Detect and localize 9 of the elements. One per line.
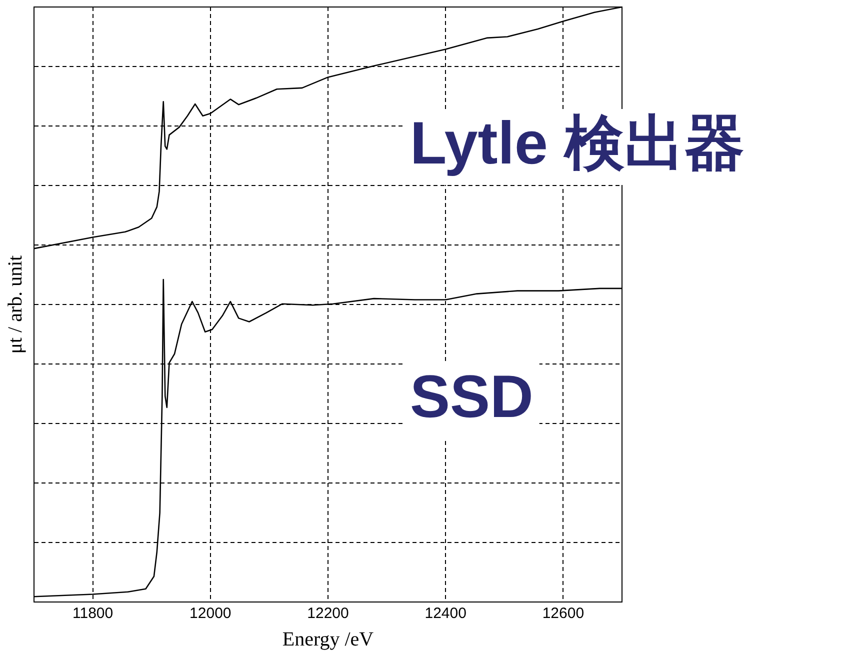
series-label: SSD	[410, 362, 534, 430]
x-tick-label: 12400	[424, 605, 466, 622]
x-tick-label: 12000	[190, 605, 232, 622]
y-axis-title: μt / arb. unit	[4, 254, 26, 354]
x-axis-title: Energy /eV	[282, 628, 374, 650]
x-tick-label: 12600	[542, 605, 584, 622]
x-tick-label: 11800	[72, 605, 114, 622]
x-tick-label: 12200	[307, 605, 349, 622]
series-label: Lytle 検出器	[410, 110, 744, 177]
